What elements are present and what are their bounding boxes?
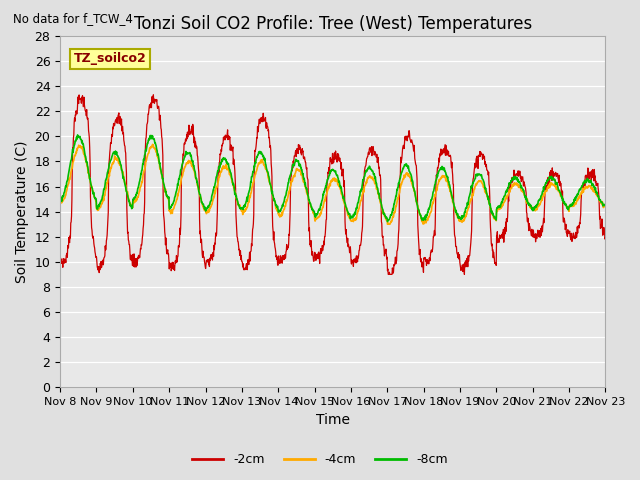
-8cm — [602, 202, 609, 207]
-4cm — [538, 197, 545, 203]
-8cm — [56, 194, 64, 200]
-4cm — [239, 212, 246, 217]
Line: -8cm: -8cm — [60, 135, 605, 222]
-8cm — [74, 132, 81, 138]
Legend: -2cm, -4cm, -8cm: -2cm, -4cm, -8cm — [187, 448, 453, 471]
-4cm — [418, 219, 426, 225]
-4cm — [148, 142, 156, 147]
-8cm — [490, 213, 497, 218]
-8cm — [239, 205, 246, 211]
-2cm — [164, 251, 172, 257]
-4cm — [164, 196, 172, 202]
-8cm — [164, 195, 172, 201]
-2cm — [602, 235, 609, 240]
Text: TZ_soilco2: TZ_soilco2 — [74, 52, 147, 65]
Title: Tonzi Soil CO2 Profile: Tree (West) Temperatures: Tonzi Soil CO2 Profile: Tree (West) Temp… — [134, 15, 532, 33]
Line: -2cm: -2cm — [60, 95, 605, 275]
-4cm — [602, 204, 609, 210]
-2cm — [538, 233, 545, 239]
-4cm — [490, 212, 497, 218]
-2cm — [418, 264, 426, 270]
-2cm — [239, 264, 246, 270]
-8cm — [538, 192, 545, 198]
Y-axis label: Soil Temperature (C): Soil Temperature (C) — [15, 140, 29, 283]
X-axis label: Time: Time — [316, 413, 349, 427]
-8cm — [178, 164, 186, 169]
-2cm — [56, 250, 64, 255]
-2cm — [150, 92, 157, 98]
-8cm — [383, 219, 391, 225]
-8cm — [418, 217, 426, 223]
-2cm — [385, 272, 392, 277]
-4cm — [383, 221, 391, 227]
-4cm — [178, 175, 186, 180]
Line: -4cm: -4cm — [60, 144, 605, 224]
-2cm — [490, 255, 497, 261]
-2cm — [178, 168, 186, 174]
-4cm — [56, 201, 64, 206]
Text: No data for f_TCW_4: No data for f_TCW_4 — [13, 12, 132, 25]
